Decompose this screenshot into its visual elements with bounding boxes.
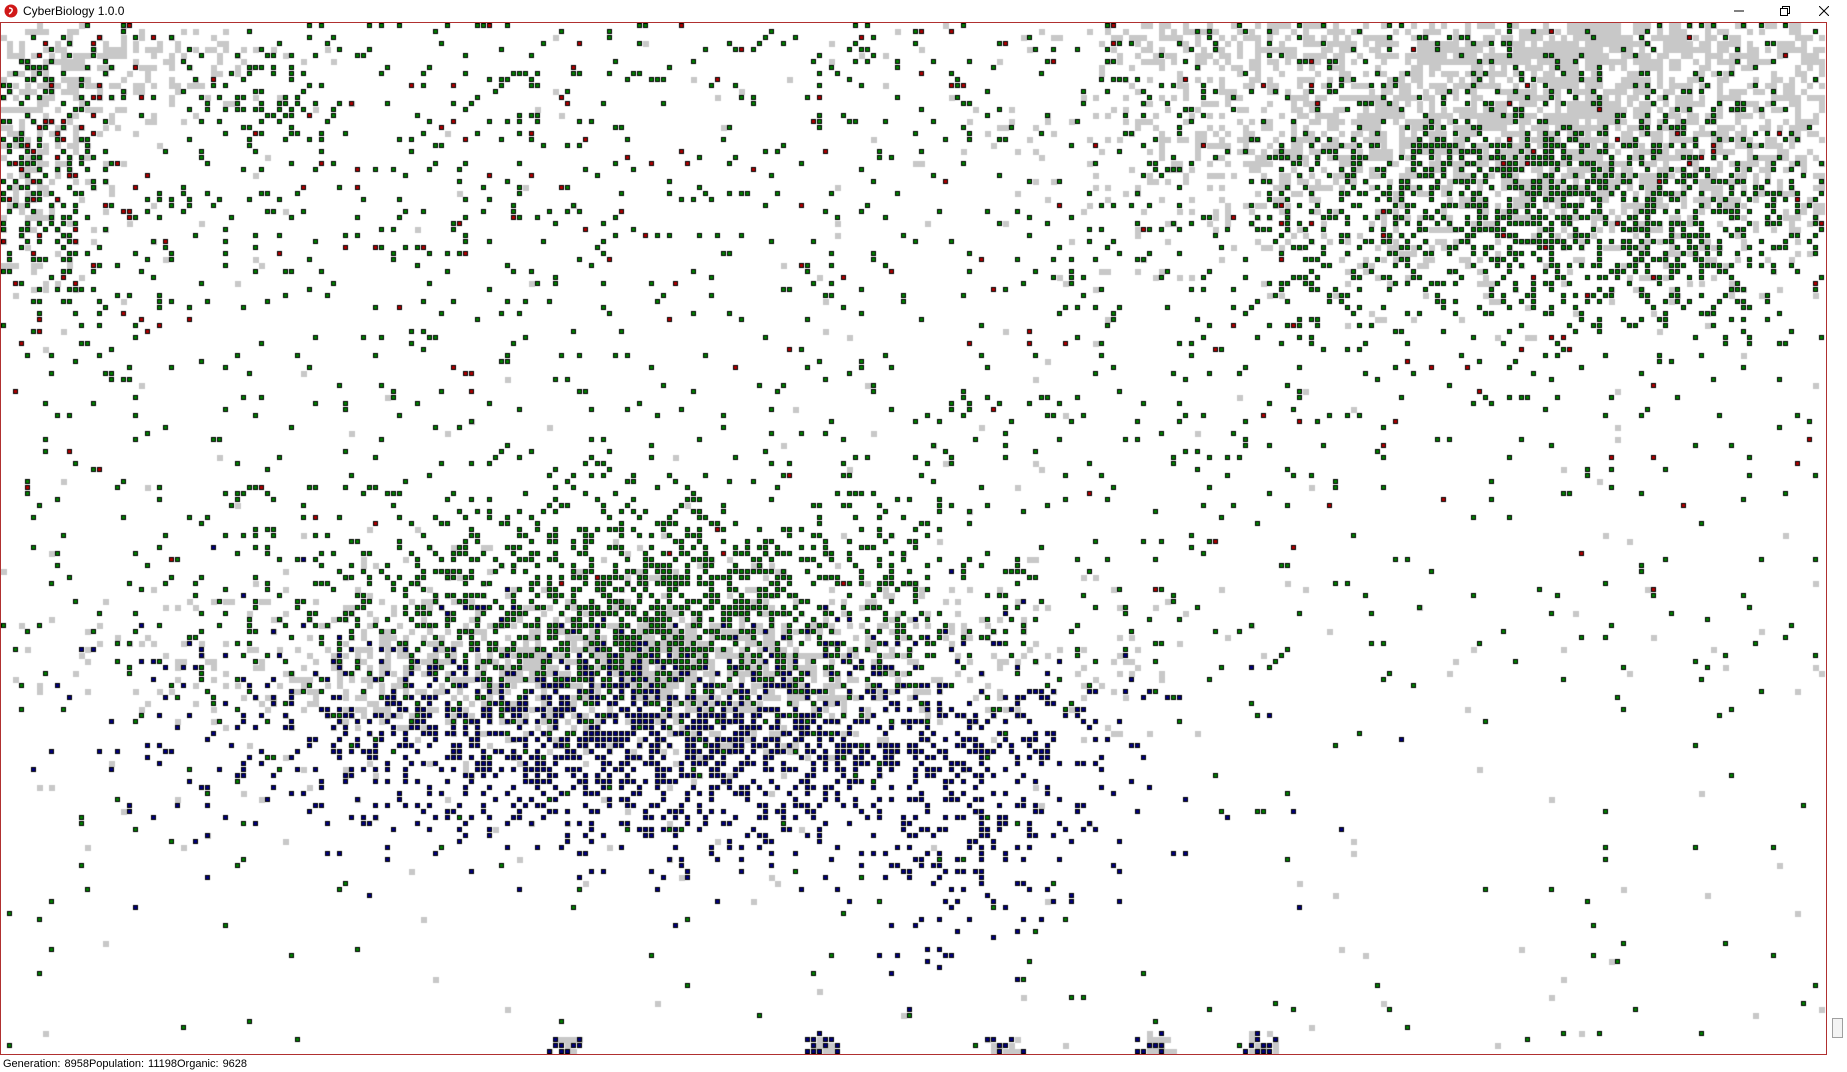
organic-value: 9628	[222, 1058, 248, 1070]
generation-value: 8958	[64, 1058, 89, 1070]
minimize-button[interactable]	[1716, 0, 1762, 22]
app-logo-icon	[4, 4, 18, 18]
status-bar: Generation: 8958Population: 11198Organic: 9…	[0, 1056, 1847, 1072]
world-canvas[interactable]	[1, 23, 1826, 1054]
close-button[interactable]	[1801, 0, 1847, 22]
close-icon	[1819, 6, 1829, 16]
restore-icon	[1780, 6, 1790, 16]
title-bar[interactable]: CyberBiology 1.0.0	[0, 0, 1847, 22]
organic-label: Organic:	[176, 1058, 219, 1070]
population-value: 11198	[148, 1058, 177, 1070]
world-view[interactable]	[0, 22, 1827, 1055]
vertical-scrollbar[interactable]	[1828, 22, 1847, 1055]
window-title: CyberBiology 1.0.0	[23, 4, 125, 18]
population-label: Population:	[88, 1058, 145, 1070]
minimize-icon	[1734, 10, 1744, 12]
restore-button[interactable]	[1762, 0, 1808, 22]
scroll-thumb[interactable]	[1832, 1018, 1843, 1038]
generation-label: Generation:	[3, 1058, 61, 1070]
